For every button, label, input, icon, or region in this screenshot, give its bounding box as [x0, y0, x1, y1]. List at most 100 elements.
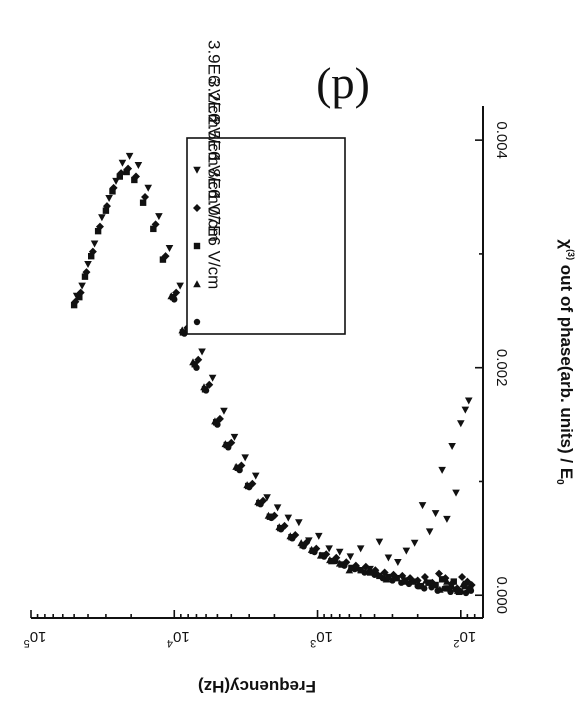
- data-point: [351, 561, 360, 570]
- data-point: [288, 534, 295, 541]
- data-point: [410, 539, 419, 547]
- data-point: [305, 537, 313, 545]
- y-axis-title-chi: χ: [557, 239, 576, 249]
- data-point: [131, 176, 138, 184]
- data-point: [438, 466, 446, 474]
- data-point: [325, 545, 333, 553]
- data-point: [234, 464, 242, 472]
- data-point: [393, 574, 400, 582]
- data-point: [428, 578, 437, 587]
- data-point: [338, 561, 345, 568]
- y-tick-label-2: 0.004: [493, 121, 510, 159]
- x-tick-label-exp-2: 4: [167, 637, 173, 649]
- data-point: [263, 494, 271, 502]
- data-point: [259, 496, 268, 505]
- data-point: [118, 159, 127, 167]
- data-point: [335, 548, 344, 556]
- data-point: [322, 550, 331, 559]
- data-point: [464, 397, 473, 405]
- x-tick-label-exp-0: 2: [453, 637, 459, 649]
- data-point: [191, 361, 198, 368]
- data-point: [151, 220, 160, 229]
- data-point: [413, 576, 422, 585]
- data-point: [356, 545, 365, 553]
- data-point: [461, 406, 470, 414]
- legend-label-2: 2.5E6 V/cm: [205, 116, 224, 204]
- data-point: [220, 407, 228, 415]
- data-point: [332, 553, 341, 562]
- data-point: [179, 329, 187, 336]
- y-axis-title-main: out of phase(arb. units) / E: [557, 260, 576, 479]
- legend-marker-3: [193, 204, 201, 212]
- x-tick-label-base-1: 10: [316, 628, 333, 645]
- y-axis-title: χ(3) out of phase(arb. units) / E0: [554, 239, 576, 485]
- data-point: [165, 245, 174, 253]
- data-point: [434, 569, 443, 578]
- x-tick-label-base-2: 10: [173, 628, 190, 645]
- y-tick-label-1: 0.002: [493, 349, 510, 387]
- data-point: [161, 252, 170, 261]
- data-point: [227, 438, 236, 447]
- data-point: [431, 510, 440, 518]
- data-point: [237, 461, 246, 470]
- data-point: [125, 152, 134, 160]
- data-point: [223, 441, 230, 449]
- data-point: [131, 172, 140, 181]
- data-point: [205, 380, 214, 389]
- data-point: [443, 515, 451, 523]
- data-point: [98, 214, 106, 222]
- data-point: [251, 472, 260, 480]
- data-point: [455, 588, 463, 596]
- data-point: [441, 574, 450, 583]
- data-point: [284, 514, 293, 522]
- legend-marker-2: [193, 242, 201, 250]
- data-point: [458, 573, 467, 582]
- series-3: [71, 164, 476, 593]
- data-point: [452, 489, 460, 497]
- data-point: [88, 252, 95, 260]
- data-point: [371, 566, 380, 575]
- data-point: [155, 213, 163, 221]
- data-point: [357, 567, 364, 574]
- data-point: [134, 161, 143, 169]
- data-point: [402, 547, 411, 555]
- data-point: [94, 227, 102, 235]
- panel-label: (d): [316, 67, 370, 118]
- data-point: [144, 184, 153, 192]
- data-point: [376, 572, 383, 580]
- data-point: [328, 557, 335, 565]
- data-point: [342, 558, 351, 567]
- data-point: [124, 164, 133, 173]
- data-point: [84, 260, 92, 268]
- data-point: [139, 199, 147, 206]
- data-point: [291, 530, 300, 539]
- data-point: [436, 585, 444, 593]
- data-point: [346, 553, 355, 561]
- data-point: [266, 513, 274, 520]
- data-point: [102, 202, 111, 211]
- data-point: [389, 570, 398, 579]
- data-point: [201, 386, 209, 393]
- data-point: [445, 585, 452, 592]
- data-point: [141, 193, 150, 202]
- data-point: [406, 574, 415, 583]
- x-tick-label-exp-3: 5: [24, 637, 30, 649]
- x-tick-label-3: 105: [24, 628, 47, 649]
- data-point: [176, 282, 184, 290]
- data-point: [256, 499, 263, 507]
- data-point: [299, 541, 306, 549]
- data-point: [102, 207, 110, 214]
- data-point: [116, 173, 123, 180]
- data-point: [169, 293, 177, 301]
- data-point: [215, 414, 224, 423]
- data-point: [418, 502, 427, 510]
- data-point: [398, 571, 407, 580]
- data-point: [198, 348, 206, 356]
- legend-marker-1: [193, 280, 201, 288]
- data-point: [71, 297, 80, 306]
- data-point: [448, 442, 456, 450]
- data-point: [463, 577, 472, 586]
- legend-marker-0: [193, 318, 201, 326]
- x-tick-label-base-0: 10: [460, 628, 477, 645]
